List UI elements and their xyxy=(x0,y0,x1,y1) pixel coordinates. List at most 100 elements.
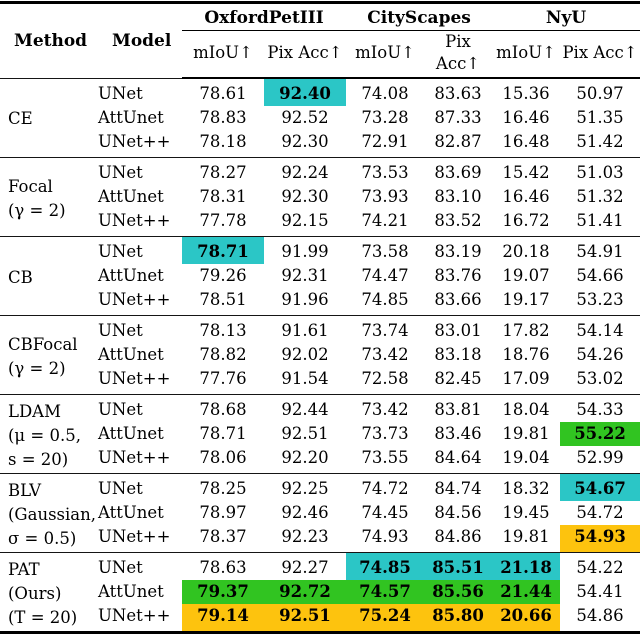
value-cell: 74.85 xyxy=(346,552,425,580)
value-cell: 77.76 xyxy=(199,369,247,388)
dataset-header-row: Method Model OxfordPetIII CityScapes NyU xyxy=(0,2,640,51)
value-cell: 92.02 xyxy=(281,345,329,364)
value-cell: 18.32 xyxy=(502,479,550,498)
value-cell: 78.83 xyxy=(199,108,247,127)
model-cell: UNet xyxy=(98,400,143,419)
value-cell: 84.64 xyxy=(434,448,482,467)
value-cell: 21.44 xyxy=(492,580,561,604)
method-label-line: CE xyxy=(8,109,33,129)
metric-header-pixacc-3: Pix Acc↑ xyxy=(560,30,640,79)
value-cell: 84.74 xyxy=(434,479,482,498)
value-cell: 92.31 xyxy=(281,266,329,285)
value-cell: 52.99 xyxy=(576,448,624,467)
value-cell: 82.45 xyxy=(434,369,482,388)
dataset-header-oxfordpetiii: OxfordPetIII xyxy=(182,2,347,31)
value-cell: 16.72 xyxy=(502,211,550,230)
value-cell: 17.82 xyxy=(502,321,550,340)
value-cell: 19.81 xyxy=(502,527,550,546)
model-cell: AttUnet xyxy=(98,187,164,206)
value-cell: 78.63 xyxy=(199,558,247,577)
method-cell: LDAM (μ = 0.5, s = 20) xyxy=(0,395,98,474)
model-cell: UNet++ xyxy=(98,527,171,546)
value-cell: 15.36 xyxy=(502,84,550,103)
value-cell: 19.81 xyxy=(502,424,550,443)
metric-header-row: mIoU↑ Pix Acc↑ mIoU↑ Pix Acc↑ mIoU↑ Pix … xyxy=(0,30,640,79)
value-cell: 92.52 xyxy=(281,108,329,127)
method-group: CB UNet 78.71 91.99 73.58 83.19 20.18 54.91 AttU… xyxy=(0,236,640,316)
value-cell: 83.19 xyxy=(434,242,482,261)
table-row: AttUnet 78.71 92.51 73.73 83.46 19.81 55.22 xyxy=(0,422,640,446)
value-cell: 78.82 xyxy=(199,345,247,364)
method-label-line: (γ = 2) xyxy=(8,200,66,220)
value-cell: 54.93 xyxy=(560,525,640,553)
value-cell: 53.02 xyxy=(576,369,624,388)
table-row: UNet++ 78.51 91.96 74.85 83.66 19.17 53.23 xyxy=(0,288,640,316)
value-cell: 73.93 xyxy=(361,187,409,206)
value-cell: 92.23 xyxy=(281,527,329,546)
value-cell: 18.76 xyxy=(502,345,550,364)
value-cell: 78.13 xyxy=(199,321,247,340)
dataset-header-cityscapes: CityScapes xyxy=(346,2,493,31)
value-cell: 78.97 xyxy=(199,503,247,522)
table-row: CBFocal (γ = 2) UNet 78.13 91.61 73.74 83.01 17… xyxy=(0,316,640,378)
value-cell: 73.74 xyxy=(361,321,409,340)
value-cell: 78.68 xyxy=(199,400,247,419)
method-label-line: (T = 20) xyxy=(8,607,78,627)
value-cell: 79.14 xyxy=(182,604,264,633)
value-cell: 77.78 xyxy=(199,211,247,230)
method-cell: CB xyxy=(0,237,98,316)
model-cell: UNet++ xyxy=(98,448,171,467)
method-cell: CE xyxy=(0,78,98,158)
value-cell: 83.66 xyxy=(434,290,482,309)
value-cell: 92.46 xyxy=(281,503,329,522)
value-cell: 85.51 xyxy=(424,552,493,580)
value-cell: 92.25 xyxy=(281,479,329,498)
table-row: CB UNet 78.71 91.99 73.58 83.19 20.18 54.91 xyxy=(0,236,640,287)
value-cell: 87.33 xyxy=(434,108,482,127)
value-cell: 51.41 xyxy=(576,211,624,230)
value-cell: 55.22 xyxy=(560,422,640,446)
value-cell: 54.22 xyxy=(576,558,624,577)
value-cell: 54.66 xyxy=(576,266,624,285)
value-cell: 83.63 xyxy=(434,84,482,103)
value-cell: 84.56 xyxy=(434,503,482,522)
value-cell: 85.80 xyxy=(424,604,493,633)
metric-header-miou-3: mIoU↑ xyxy=(492,30,561,79)
value-cell: 78.37 xyxy=(199,527,247,546)
table-row: UNet++ 78.06 92.20 73.55 84.64 19.04 52.99 xyxy=(0,446,640,474)
model-cell: UNet xyxy=(98,163,143,182)
table-row: UNet++ 77.76 91.54 72.58 82.45 17.09 53.02 xyxy=(0,367,640,395)
value-cell: 21.18 xyxy=(492,552,561,580)
method-label-line: s = 20) xyxy=(8,449,69,469)
value-cell: 78.31 xyxy=(199,187,247,206)
value-cell: 91.96 xyxy=(281,290,329,309)
dataset-header-nyu: NyU xyxy=(492,2,640,31)
value-cell: 85.56 xyxy=(424,580,493,604)
table-row: AttUnet 78.83 92.52 73.28 87.33 16.46 51.35 xyxy=(0,106,640,130)
value-cell: 19.45 xyxy=(502,503,550,522)
table-row: UNet++ 78.18 92.30 72.91 82.87 16.48 51.42 xyxy=(0,130,640,158)
method-label-line: CB xyxy=(8,267,33,287)
model-cell: AttUnet xyxy=(98,345,164,364)
value-cell: 74.21 xyxy=(361,211,409,230)
value-cell: 74.08 xyxy=(361,84,409,103)
model-cell: UNet xyxy=(98,479,143,498)
table-row: Focal (γ = 2) UNet 78.27 92.24 73.53 83.69 15.4… xyxy=(0,158,640,220)
value-cell: 54.41 xyxy=(576,582,624,601)
table-row: UNet++ 78.37 92.23 74.93 84.86 19.81 54.93 xyxy=(0,525,640,553)
value-cell: 83.52 xyxy=(434,211,482,230)
value-cell: 83.69 xyxy=(434,163,482,182)
model-cell: UNet++ xyxy=(98,290,171,309)
method-column-header: Method xyxy=(14,30,88,51)
table-row: AttUnet 79.26 92.31 74.47 83.76 19.07 54.66 xyxy=(0,264,640,288)
method-group: LDAM (μ = 0.5, s = 20) UNet 78.68 92.44 73.42 8… xyxy=(0,394,640,474)
value-cell: 75.24 xyxy=(346,604,425,633)
model-cell: UNet xyxy=(98,558,143,577)
value-cell: 78.71 xyxy=(182,236,264,264)
value-cell: 16.46 xyxy=(502,187,550,206)
value-cell: 92.30 xyxy=(281,187,329,206)
method-label-line: PAT (Ours) xyxy=(8,559,62,603)
value-cell: 73.42 xyxy=(361,345,409,364)
